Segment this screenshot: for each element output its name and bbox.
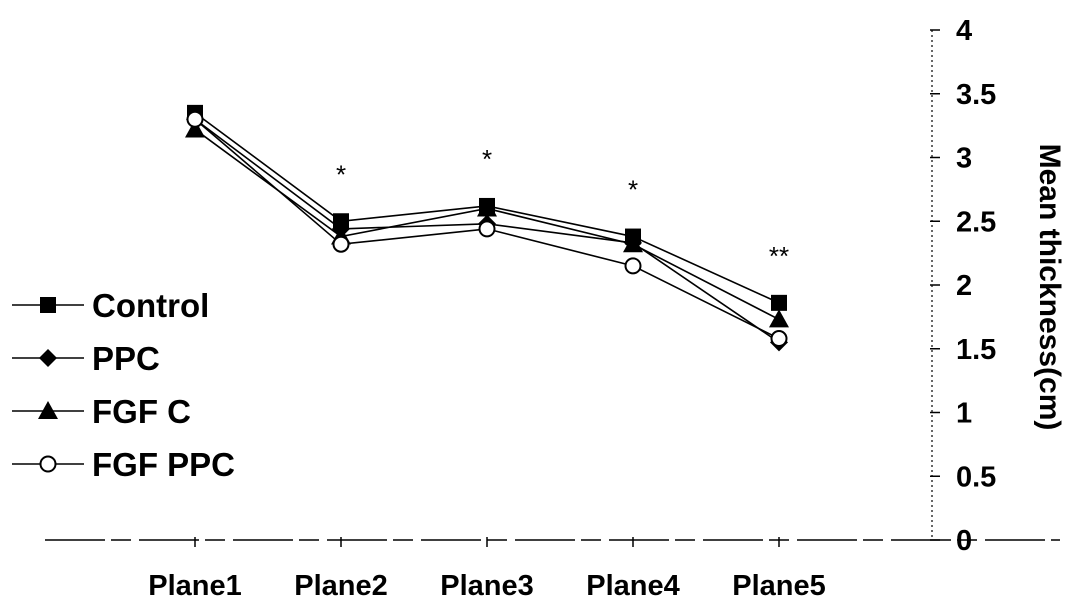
data-point-fgf-ppc bbox=[332, 235, 350, 253]
data-point-fgf-ppc bbox=[624, 257, 642, 275]
x-tick-label: Plane2 bbox=[294, 570, 388, 602]
x-tick-label: Plane5 bbox=[732, 570, 826, 602]
legend-label: FGF C bbox=[92, 393, 191, 430]
data-point-fgf-c bbox=[769, 309, 789, 328]
legend-marker bbox=[40, 297, 56, 313]
significance-annotation: * bbox=[336, 159, 346, 189]
y-tick-label: 1 bbox=[956, 398, 972, 430]
y-tick-label: 3.5 bbox=[956, 79, 996, 111]
plot-area: ***** bbox=[185, 104, 789, 352]
legend-marker bbox=[39, 455, 57, 473]
y-tick-label: 0 bbox=[956, 525, 972, 557]
legend-marker bbox=[38, 401, 58, 419]
y-tick-label: 1.5 bbox=[956, 334, 996, 366]
data-point-fgf-ppc bbox=[478, 220, 496, 238]
legend-label: PPC bbox=[92, 340, 160, 377]
y-tick-label: 4 bbox=[956, 15, 972, 47]
y-tick-label: 0.5 bbox=[956, 461, 996, 493]
legend-label: Control bbox=[92, 287, 209, 324]
x-tick-label: Plane4 bbox=[586, 570, 680, 602]
data-point-control bbox=[771, 294, 787, 311]
data-point-fgf-c bbox=[185, 119, 205, 138]
x-tick-label: Plane3 bbox=[440, 570, 534, 602]
data-point-fgf-c bbox=[477, 198, 497, 217]
y-tick-label: 3 bbox=[956, 143, 972, 175]
data-point-fgf-ppc bbox=[770, 330, 788, 348]
y-axis-label: Mean thickness(cm) bbox=[1033, 144, 1066, 431]
y-tick-label: 2.5 bbox=[956, 206, 996, 238]
chart-axes: 0 0.5 1 1.5 2 2.5 3 3.5 4 Plane1 Plane2 Plane3 Plane… bbox=[45, 15, 1060, 602]
significance-annotation: ** bbox=[769, 241, 789, 271]
legend-marker bbox=[39, 349, 57, 367]
significance-annotation: * bbox=[628, 175, 638, 205]
x-tick-label: Plane1 bbox=[148, 570, 242, 602]
legend: Control PPC FGF C FGF PPC bbox=[12, 287, 235, 483]
data-point-fgf-c bbox=[623, 234, 643, 253]
data-point-fgf-ppc bbox=[186, 110, 204, 128]
y-tick-label: 2 bbox=[956, 270, 972, 302]
legend-label: FGF PPC bbox=[92, 446, 235, 483]
significance-annotation: * bbox=[482, 144, 492, 174]
